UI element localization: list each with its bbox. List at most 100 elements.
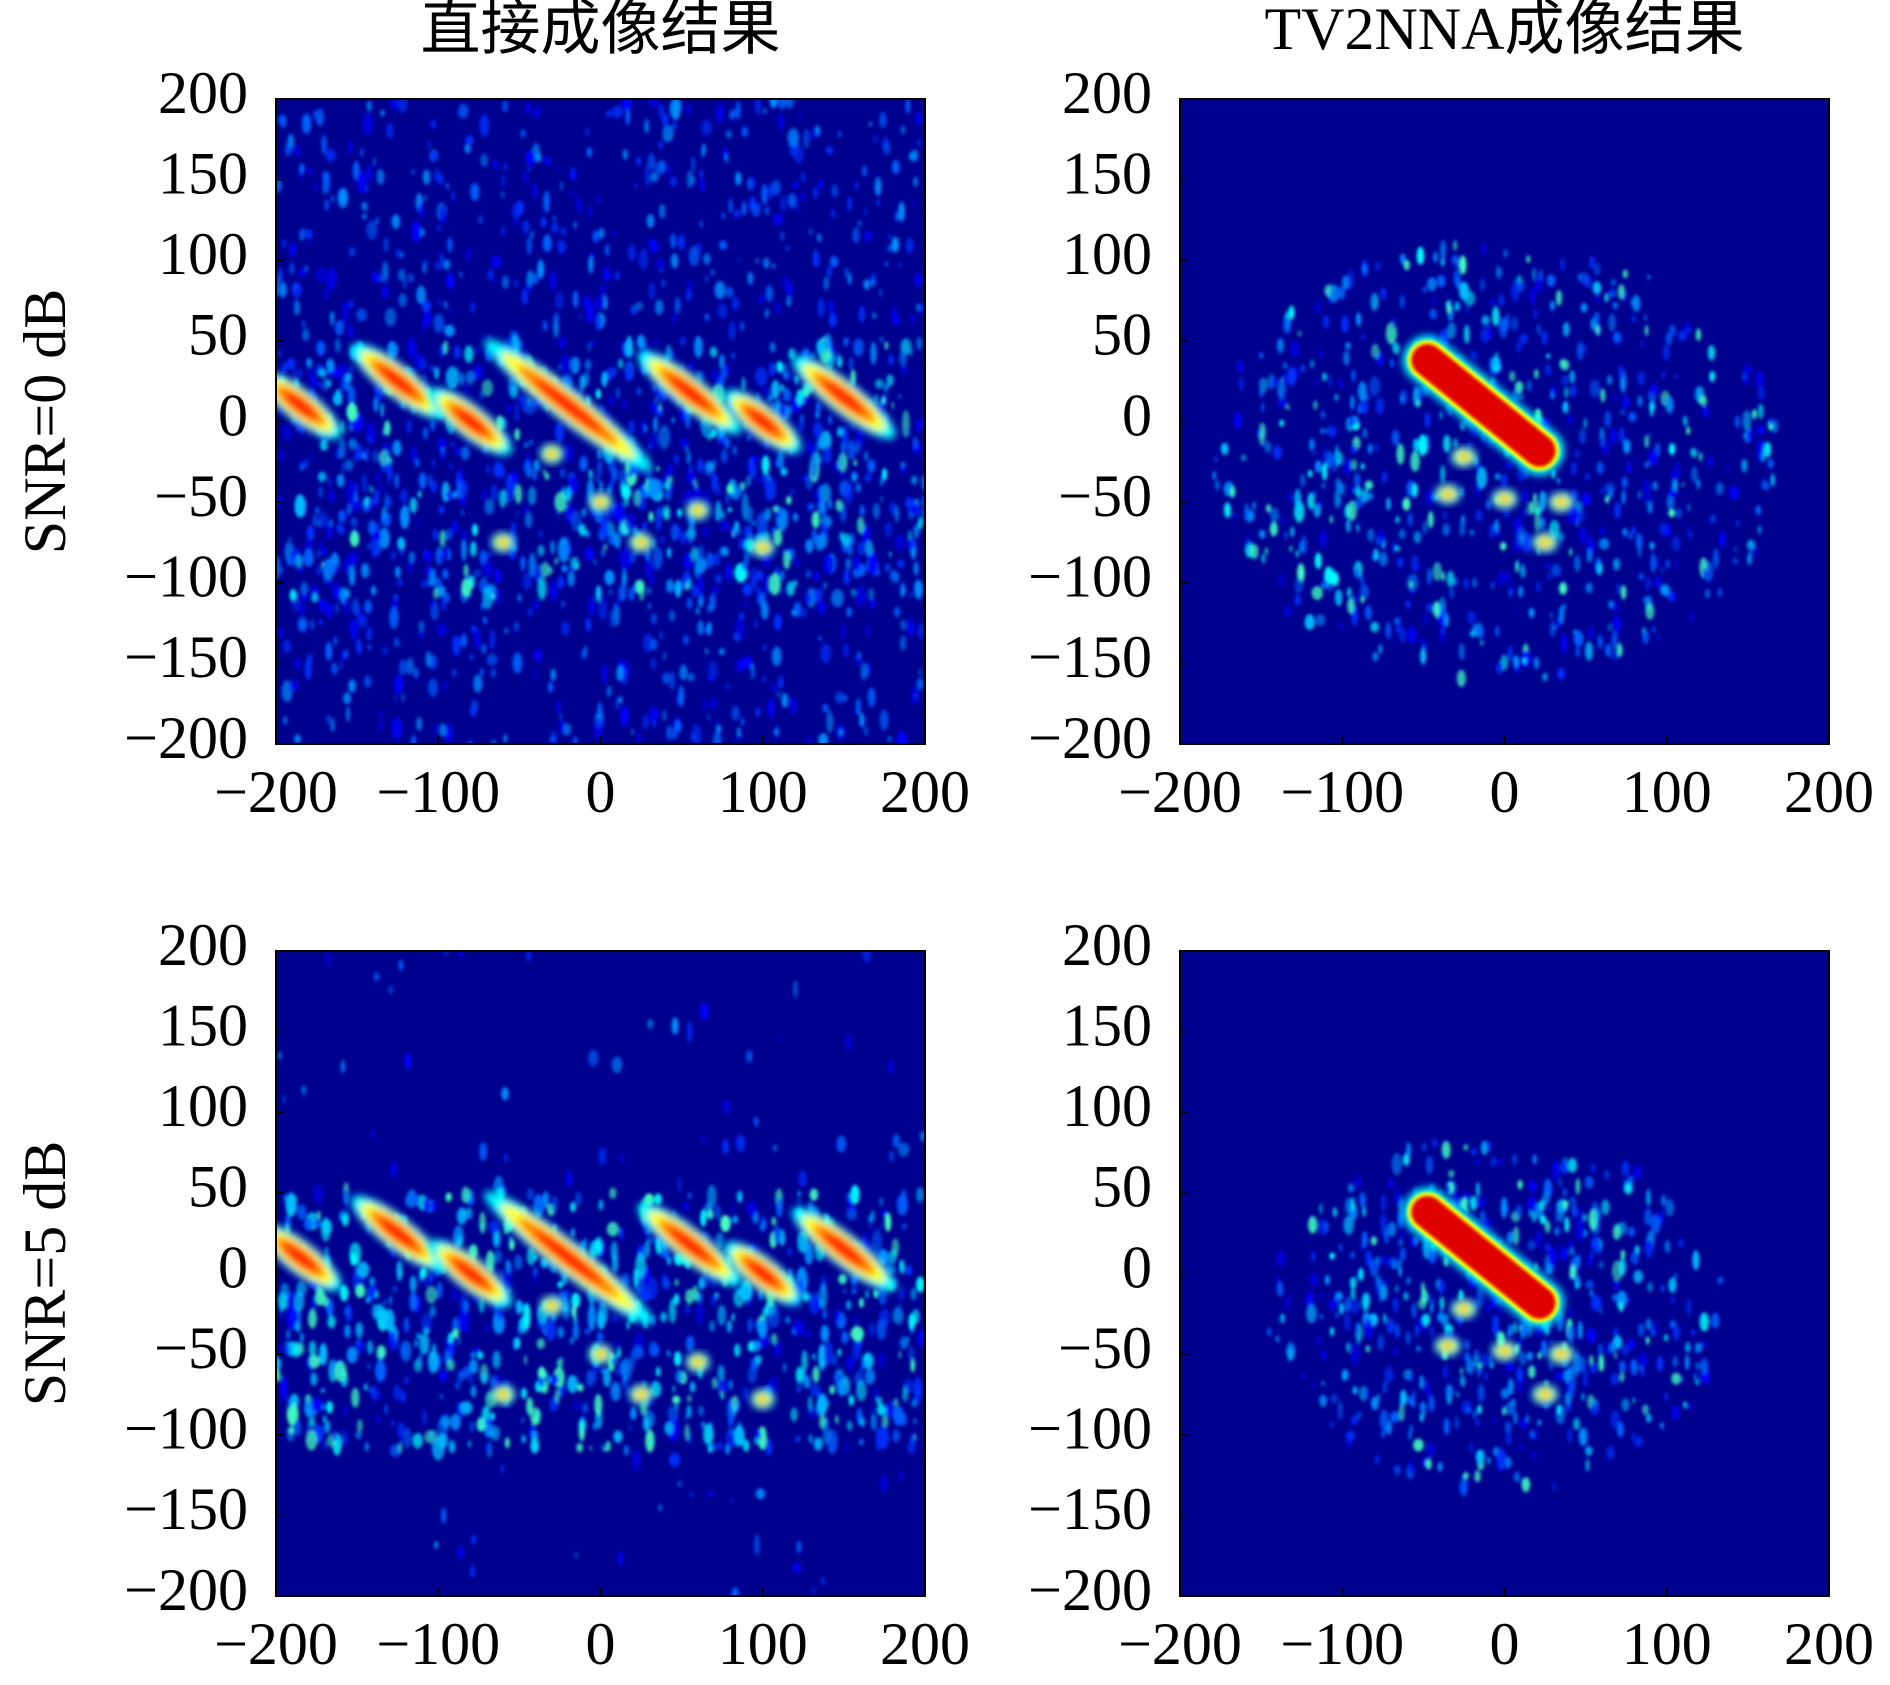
speckle — [1622, 395, 1630, 410]
speckle — [1281, 374, 1287, 386]
speckle — [570, 356, 580, 375]
speckle — [754, 618, 758, 630]
speckle — [793, 180, 799, 189]
speckle — [501, 1087, 509, 1101]
speckle — [816, 339, 825, 356]
speckle — [524, 512, 533, 528]
speckle — [456, 1207, 467, 1225]
speckle — [1379, 1409, 1389, 1431]
speckle — [1413, 531, 1422, 544]
speckle — [740, 481, 746, 490]
speckle — [1453, 269, 1461, 287]
speckle — [303, 1217, 314, 1231]
speckle — [1271, 378, 1279, 387]
speckle — [659, 631, 663, 640]
speckle — [741, 126, 749, 138]
speckle — [1732, 557, 1738, 565]
speckle — [814, 534, 824, 552]
speckle — [1539, 1199, 1546, 1211]
speckle — [1575, 1178, 1581, 1195]
speckle — [764, 507, 772, 521]
speckle — [787, 1247, 792, 1256]
speckle — [537, 259, 545, 279]
speckle — [288, 535, 292, 543]
speckle — [673, 1293, 680, 1305]
speckle — [592, 1422, 597, 1431]
echo-layer — [1441, 1341, 1454, 1351]
speckle — [814, 1298, 822, 1311]
speckle — [1498, 1158, 1503, 1166]
speckle — [1688, 1403, 1693, 1410]
speckle — [578, 1417, 587, 1432]
speckle — [381, 506, 387, 520]
speckle — [293, 1420, 302, 1436]
speckle — [1362, 428, 1368, 439]
echo-layer — [454, 407, 488, 436]
speckle — [849, 532, 856, 547]
speckle — [655, 466, 660, 472]
speckle — [487, 269, 494, 281]
speckle — [433, 724, 438, 734]
speckle — [1439, 1307, 1444, 1315]
speckle — [1657, 635, 1660, 641]
speckle — [622, 149, 628, 160]
speckle — [1338, 621, 1344, 631]
speckle — [287, 133, 295, 149]
speckle — [554, 1388, 560, 1404]
speckle — [504, 1437, 510, 1449]
speckle — [542, 234, 552, 253]
speckle — [1399, 1247, 1406, 1262]
speckle — [1645, 500, 1648, 506]
speckle — [785, 407, 791, 415]
speckle — [508, 1235, 512, 1243]
speckle — [1369, 492, 1374, 500]
speckle — [674, 1278, 680, 1287]
speckle — [344, 459, 354, 472]
speckle — [1456, 669, 1466, 688]
speckle — [429, 480, 438, 493]
speckle — [734, 520, 740, 532]
speckle — [446, 273, 455, 290]
speckle — [647, 152, 656, 171]
speckle — [1692, 1250, 1700, 1271]
speckle — [905, 99, 911, 114]
speckle — [733, 1425, 745, 1447]
speckle — [339, 1285, 349, 1302]
speckle — [584, 529, 590, 538]
speckle — [321, 1441, 327, 1450]
y-tick-label: 200 — [158, 60, 248, 126]
speckle — [1455, 1391, 1460, 1398]
speckle — [865, 1290, 869, 1299]
speckle — [1656, 1356, 1664, 1372]
speckle — [832, 1354, 838, 1366]
speckle — [1389, 358, 1394, 368]
speckle — [1276, 1281, 1284, 1297]
speckle — [604, 243, 610, 257]
speckle — [1449, 299, 1452, 306]
speckle — [1670, 1296, 1676, 1305]
speckle — [1708, 518, 1712, 525]
speckle — [606, 110, 612, 118]
speckle — [437, 623, 447, 636]
speckle — [571, 1304, 577, 1319]
speckle — [858, 305, 866, 323]
speckle — [321, 135, 327, 155]
speckle — [1252, 501, 1256, 510]
speckle — [1471, 577, 1478, 588]
speckle — [525, 505, 529, 514]
speckle — [404, 1052, 412, 1070]
speckle — [572, 290, 579, 308]
speckle — [819, 456, 824, 465]
speckle — [540, 561, 550, 578]
speckle — [867, 687, 876, 707]
echo-layer — [1555, 497, 1568, 507]
speckle — [1445, 301, 1449, 307]
speckle — [1444, 1384, 1455, 1397]
speckle — [1338, 286, 1346, 300]
speckle — [798, 1170, 807, 1188]
speckle — [780, 195, 787, 213]
speckle — [1495, 625, 1500, 638]
speckle — [812, 187, 819, 200]
speckle — [418, 620, 425, 633]
speckle — [898, 1142, 910, 1157]
